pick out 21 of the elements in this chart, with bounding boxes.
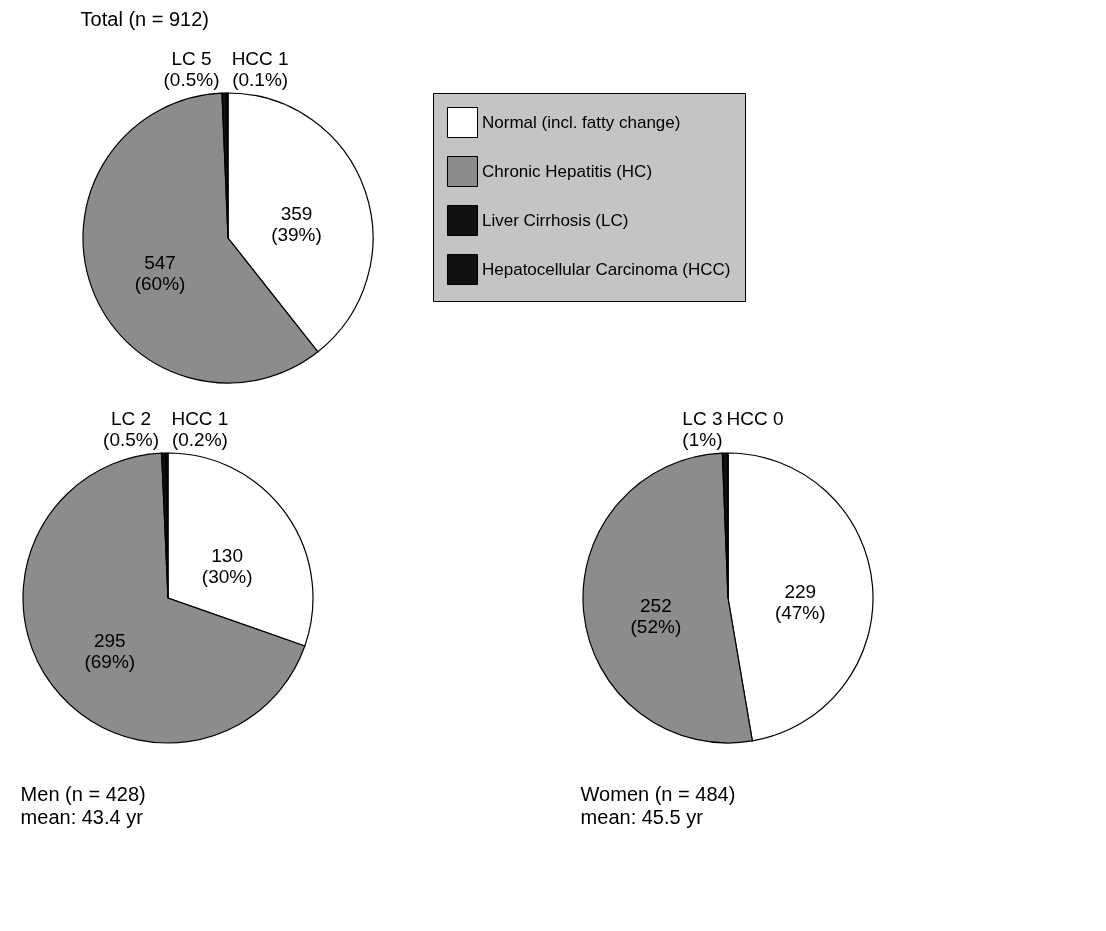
data-label: 252 (52%) <box>630 594 682 637</box>
legend-label: Normal (incl. fatty change) <box>482 112 681 132</box>
text: Women (n = 484) <box>580 783 736 806</box>
legend-label: Chronic Hepatitis (HC) <box>482 161 653 181</box>
text: mean: 43.4 yr <box>20 806 144 829</box>
data-label: HCC 1 (0.2%) <box>171 408 229 451</box>
data-label: 229 (47%) <box>774 580 826 623</box>
legend-label: Hepatocellular Carcinoma (HCC) <box>482 259 731 279</box>
text: Men (n = 428) <box>20 783 146 806</box>
data-label: HCC 1 (0.1%) <box>231 48 289 91</box>
data-label: LC 5 (0.5%) <box>163 48 220 91</box>
data-label: LC 2 (0.5%) <box>103 408 160 451</box>
chart-title: Total (n = 912) <box>80 8 210 31</box>
legend-label: Liver Cirrhosis (LC) <box>482 210 629 230</box>
data-label: 547 (60%) <box>134 252 186 295</box>
data-label: 295 (69%) <box>84 630 136 673</box>
data-label: LC 3 (1%) <box>682 408 723 451</box>
data-label: 359 (39%) <box>271 203 322 246</box>
data-label: 130 (30%) <box>201 545 253 588</box>
text: mean: 45.5 yr <box>580 806 704 829</box>
text: HCC 0 <box>726 408 784 430</box>
